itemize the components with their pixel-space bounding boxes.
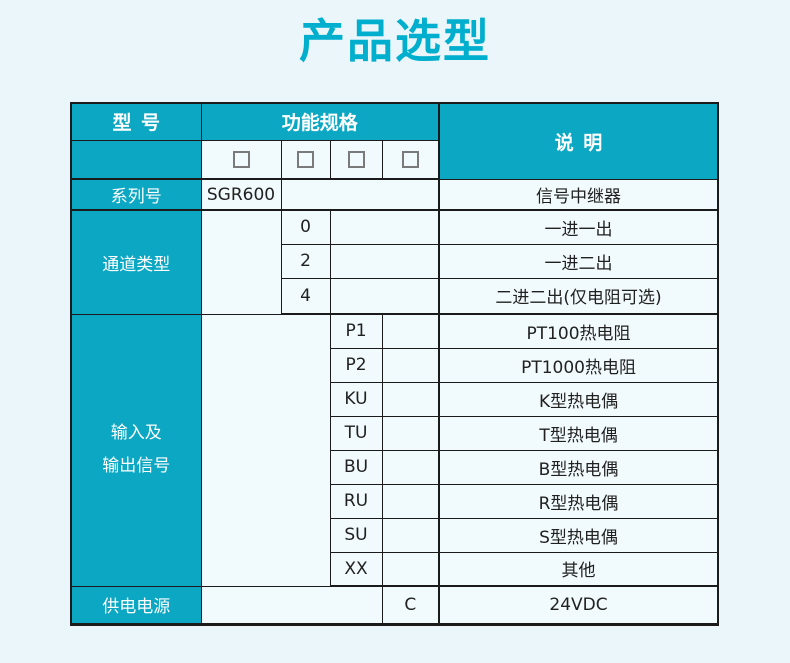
io-label-line1: 输入及 <box>110 422 162 443</box>
table-row-channel: 4 二进二出(仅电阻可选) <box>71 277 719 315</box>
empty-spec-cell <box>200 209 282 315</box>
table-row-series: 系列号 SGR600 信号中继器 <box>70 178 719 211</box>
spec-checkbox-cell <box>329 139 383 180</box>
empty-spec-cell <box>381 313 440 349</box>
desc-cell: PT100热电阻 <box>438 313 719 349</box>
table-row-channel: 2 一进二出 <box>71 243 719 279</box>
empty-spec-cell <box>200 585 383 625</box>
desc-cell: S型热电偶 <box>438 517 719 553</box>
code-cell: 4 <box>280 277 331 315</box>
code-cell: P1 <box>329 313 383 349</box>
desc-cell: 一进一出 <box>438 209 719 245</box>
code-cell: SGR600 <box>200 178 282 211</box>
table-header-row: 型 号 功能规格 说 明 <box>70 102 719 180</box>
desc-cell: 信号中继器 <box>438 178 719 211</box>
empty-spec-cell <box>329 277 440 315</box>
desc-cell: R型热电偶 <box>438 483 719 519</box>
section-label-channel: 通道类型 <box>70 209 202 315</box>
table-row-signal: P2 PT1000热电阻 <box>71 347 719 383</box>
desc-cell: 24VDC <box>438 585 719 625</box>
empty-spec-cell <box>381 449 440 485</box>
col-header-model: 型 号 <box>70 102 202 141</box>
checkbox-icon <box>297 150 314 168</box>
spec-checkbox-cell <box>381 139 440 180</box>
io-label-line2: 输出信号 <box>102 456 171 476</box>
checkbox-row <box>70 139 718 180</box>
empty-spec-cell <box>381 347 440 383</box>
section-label-io-signal: 输入及 输出信号 <box>70 313 202 587</box>
desc-cell: 二进二出(仅电阻可选) <box>438 277 719 315</box>
code-cell: KU <box>329 381 383 417</box>
page-title: 产品选型 <box>299 14 491 68</box>
desc-cell: PT1000热电阻 <box>438 347 719 383</box>
code-cell: BU <box>329 449 383 485</box>
code-cell: XX <box>329 551 383 587</box>
spec-checkbox-cell <box>200 139 282 180</box>
table-row-signal: XX 其他 <box>71 551 719 587</box>
empty-label-cell <box>70 139 202 180</box>
empty-spec-cell <box>381 381 440 417</box>
product-selection-table: 型 号 功能规格 说 明 系列号 SGR600 信号中继器 通道类型 0 一进一… <box>70 102 720 626</box>
code-cell: C <box>381 585 440 625</box>
col-header-desc: 说 明 <box>438 102 719 180</box>
empty-spec-cell <box>200 313 331 587</box>
code-cell: P2 <box>329 347 383 383</box>
code-cell: 2 <box>280 243 331 279</box>
desc-cell: K型热电偶 <box>438 381 719 417</box>
checkbox-icon <box>401 150 419 168</box>
code-cell: TU <box>329 415 383 451</box>
table-row-signal: 输入及 输出信号 P1 PT100热电阻 <box>70 313 719 587</box>
spec-checkbox-cell <box>280 139 331 180</box>
section-label-series: 系列号 <box>70 178 202 211</box>
section-label-power: 供电电源 <box>70 585 202 625</box>
empty-spec-cell <box>280 178 440 211</box>
empty-spec-cell <box>381 517 440 553</box>
desc-cell: T型热电偶 <box>438 415 719 451</box>
checkbox-icon <box>232 150 250 168</box>
code-cell: 0 <box>280 209 331 245</box>
checkbox-icon <box>347 150 365 168</box>
code-cell: RU <box>329 483 383 519</box>
empty-spec-cell <box>381 483 440 519</box>
table-row-signal: BU B型热电偶 <box>71 449 719 485</box>
col-header-spec: 功能规格 <box>200 102 440 141</box>
table-row-signal: RU R型热电偶 <box>71 483 719 519</box>
desc-cell: 其他 <box>438 551 719 587</box>
code-cell: SU <box>329 517 383 553</box>
table-row-power: 供电电源 C 24VDC <box>70 585 719 625</box>
empty-spec-cell <box>381 551 440 587</box>
table-row-channel: 通道类型 0 一进一出 <box>70 209 719 315</box>
empty-spec-cell <box>329 243 440 279</box>
empty-spec-cell <box>329 209 440 245</box>
desc-cell: 一进二出 <box>438 243 719 279</box>
table-row-signal: TU T型热电偶 <box>71 415 719 451</box>
empty-spec-cell <box>381 415 440 451</box>
desc-cell: B型热电偶 <box>438 449 719 485</box>
